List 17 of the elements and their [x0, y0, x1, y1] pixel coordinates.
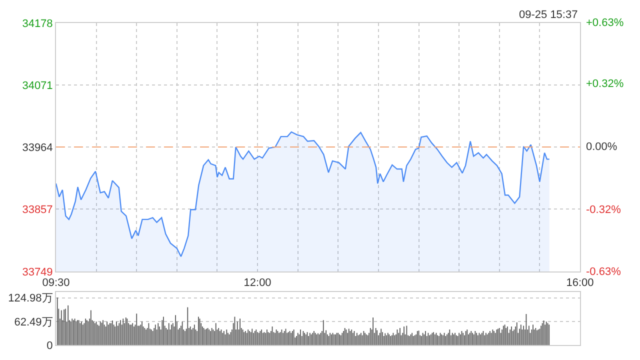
y-tick-label: 33749: [22, 266, 53, 278]
y-tick-label: 62.49万: [14, 316, 53, 328]
y-tick-label: 33964: [22, 142, 53, 154]
y2-tick-label: -0.63%: [586, 266, 622, 278]
y2-tick-label: +0.32%: [586, 78, 624, 90]
x-tick-label: 12:00: [244, 276, 272, 289]
y-tick-label: 33857: [22, 204, 53, 216]
x-tick-label: 09:30: [42, 276, 70, 289]
y-tick-label: 0: [46, 340, 53, 352]
y-tick-label: 124.98万: [8, 292, 53, 305]
y2-tick-label: -0.32%: [586, 204, 622, 216]
y2-tick-label: 0.00%: [586, 141, 618, 153]
y2-tick-label: +0.63%: [586, 17, 624, 29]
x-tick-label: 16:00: [566, 276, 594, 289]
text: 09-25 15:37: [519, 9, 578, 21]
y-tick-label: 34071: [22, 80, 53, 92]
y-tick-label: 34178: [22, 18, 53, 30]
